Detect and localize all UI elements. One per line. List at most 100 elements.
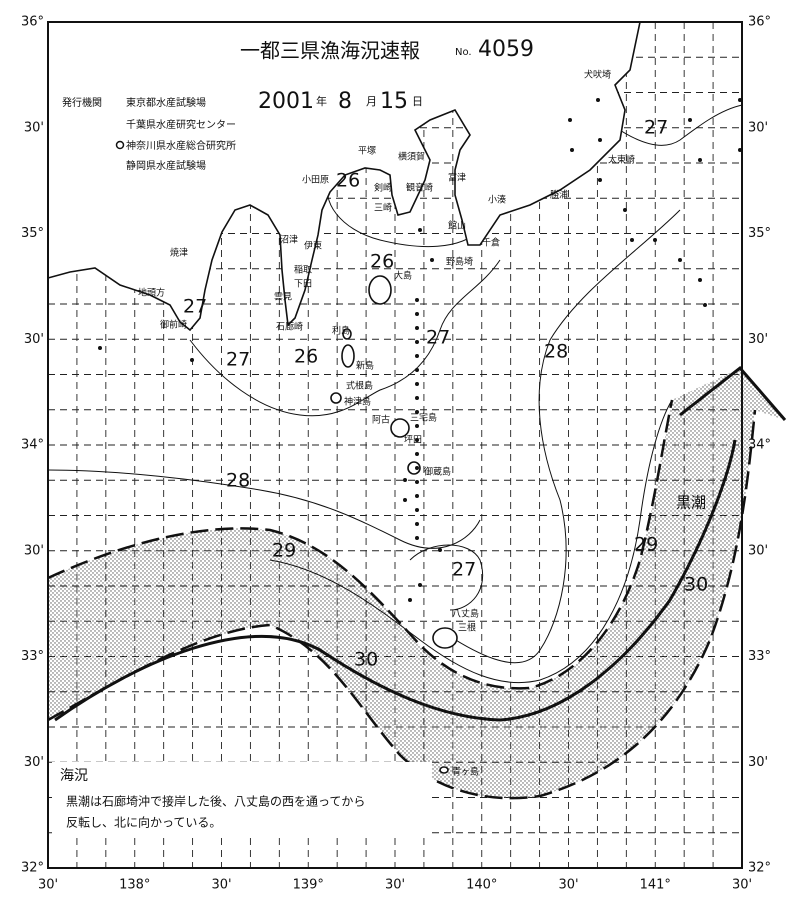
lat-label: 36° xyxy=(21,15,44,30)
lat-label: 35° xyxy=(21,226,44,241)
lon-label: 141° xyxy=(640,878,671,893)
lat-label: 36° xyxy=(748,15,771,30)
isotherm-label: 27 xyxy=(644,117,668,139)
lat-label: 30' xyxy=(24,755,44,770)
station xyxy=(415,494,419,498)
place-name: 式根島 xyxy=(346,380,373,392)
place-name: 坪田 xyxy=(404,435,422,446)
lat-label: 30' xyxy=(24,120,44,135)
isotherm-label: 27 xyxy=(452,559,476,581)
isotherm-label: 28 xyxy=(226,470,250,492)
place-name: 三根 xyxy=(458,622,476,634)
isotherm-label: 27 xyxy=(183,296,207,318)
place-name: 館山 xyxy=(448,220,466,232)
date-day-unit: 日 xyxy=(412,95,423,108)
place-name: 地頭方 xyxy=(138,287,165,299)
place-name: 伊東 xyxy=(304,240,322,252)
map-frame xyxy=(47,21,743,869)
date-day: 15 xyxy=(380,89,408,114)
place-name: 平塚 xyxy=(358,146,376,157)
place-name: 青ヶ島 xyxy=(452,766,479,778)
station xyxy=(190,358,194,362)
isotherm xyxy=(327,179,481,247)
bulletin-number: 4059 xyxy=(478,37,534,62)
station xyxy=(415,382,419,386)
title: 一都三県漁海況速報 xyxy=(240,39,420,63)
station xyxy=(403,498,407,502)
place-name: 太東崎 xyxy=(608,154,635,166)
place-name: 八丈島 xyxy=(452,608,479,620)
island xyxy=(341,344,355,368)
stations xyxy=(98,98,742,602)
station xyxy=(703,303,707,307)
station xyxy=(415,354,419,358)
place-name: 稲取 xyxy=(294,264,312,276)
isotherm-label: 26 xyxy=(370,251,394,273)
issuer: 神奈川県水産総合研究所 xyxy=(126,139,236,152)
lat-label: 30' xyxy=(748,543,768,558)
lon-label: 30' xyxy=(385,878,405,893)
lon-label: 30' xyxy=(732,878,752,893)
isotherm-label: 30 xyxy=(684,574,708,596)
island xyxy=(368,275,392,305)
lat-label: 34° xyxy=(21,438,44,453)
station xyxy=(415,298,419,302)
current-label: 黒潮 xyxy=(676,494,706,512)
place-name: 沼津 xyxy=(280,235,298,246)
island xyxy=(432,627,458,649)
station xyxy=(430,258,434,262)
station xyxy=(598,178,602,182)
lon-label: 140° xyxy=(466,878,497,893)
report-line: 反転し、北に向かっている。 xyxy=(66,815,221,830)
place-name: 御前崎 xyxy=(160,319,187,331)
graticule xyxy=(48,22,742,868)
issuer: 静岡県水産試験場 xyxy=(126,159,206,172)
kuroshio-axis xyxy=(54,439,737,722)
lon-label: 30' xyxy=(558,878,578,893)
issuer: 東京都水産試験場 xyxy=(126,96,206,109)
lat-label: 30' xyxy=(748,332,768,347)
place-name: 三崎 xyxy=(374,202,392,214)
place-name: 大島 xyxy=(394,270,412,282)
lat-label: 30' xyxy=(24,332,44,347)
isotherm-label: 26 xyxy=(294,346,318,368)
report-line: 黒潮は石廊埼沖で接岸した後、八丈島の西を通ってから xyxy=(66,794,365,809)
isotherm xyxy=(439,209,681,664)
report-box xyxy=(52,762,432,834)
station xyxy=(678,258,682,262)
station xyxy=(403,478,407,482)
place-name: 観音崎 xyxy=(406,182,433,194)
kuroshio-arrow xyxy=(679,365,787,421)
station xyxy=(418,228,422,232)
lon-label: 138° xyxy=(119,878,150,893)
lat-label: 32° xyxy=(748,861,771,876)
station xyxy=(415,368,419,372)
number-prefix: No. xyxy=(455,47,472,58)
place-name: 焼津 xyxy=(170,248,188,259)
lat-label: 34° xyxy=(748,438,771,453)
place-name: 神津島 xyxy=(344,396,371,408)
station xyxy=(415,340,419,344)
place-name: 下田 xyxy=(294,279,312,290)
date-year: 2001 xyxy=(258,89,314,114)
lat-label: 33° xyxy=(748,649,771,664)
station xyxy=(98,346,102,350)
date-month-unit: 月 xyxy=(366,95,377,108)
lon-label: 30' xyxy=(38,878,58,893)
place-name: 犬吠埼 xyxy=(584,69,611,81)
station xyxy=(688,118,692,122)
isotherm xyxy=(409,544,484,611)
station xyxy=(415,396,419,400)
station xyxy=(415,452,419,456)
place-name: 雲見 xyxy=(274,292,292,303)
kuroshio-north-edge xyxy=(47,399,674,690)
isotherm-label: 26 xyxy=(336,170,360,192)
station xyxy=(415,312,419,316)
isotherm-label: 28 xyxy=(544,341,568,363)
station xyxy=(698,158,702,162)
lat-label: 35° xyxy=(748,226,771,241)
report-heading: 海況 xyxy=(60,768,88,784)
place-name: 小田原 xyxy=(302,175,329,186)
station xyxy=(623,208,627,212)
